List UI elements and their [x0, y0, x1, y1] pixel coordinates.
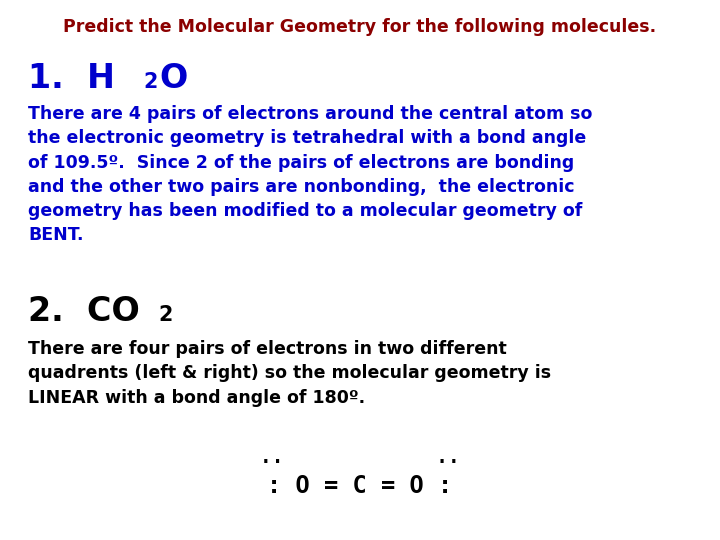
Text: : O = C = O :: : O = C = O : — [267, 474, 453, 498]
Text: 2: 2 — [143, 72, 157, 92]
Text: Predict the Molecular Geometry for the following molecules.: Predict the Molecular Geometry for the f… — [63, 18, 657, 36]
Text: 1.  H: 1. H — [28, 62, 115, 95]
Text: 2: 2 — [158, 305, 172, 325]
Text: There are 4 pairs of electrons around the central atom so
the electronic geometr: There are 4 pairs of electrons around th… — [28, 105, 593, 245]
Text: ..             ..: .. .. — [260, 448, 460, 467]
Text: There are four pairs of electrons in two different
quadrents (left & right) so t: There are four pairs of electrons in two… — [28, 340, 551, 407]
Text: 2.  CO: 2. CO — [28, 295, 140, 328]
Text: O: O — [159, 62, 187, 95]
